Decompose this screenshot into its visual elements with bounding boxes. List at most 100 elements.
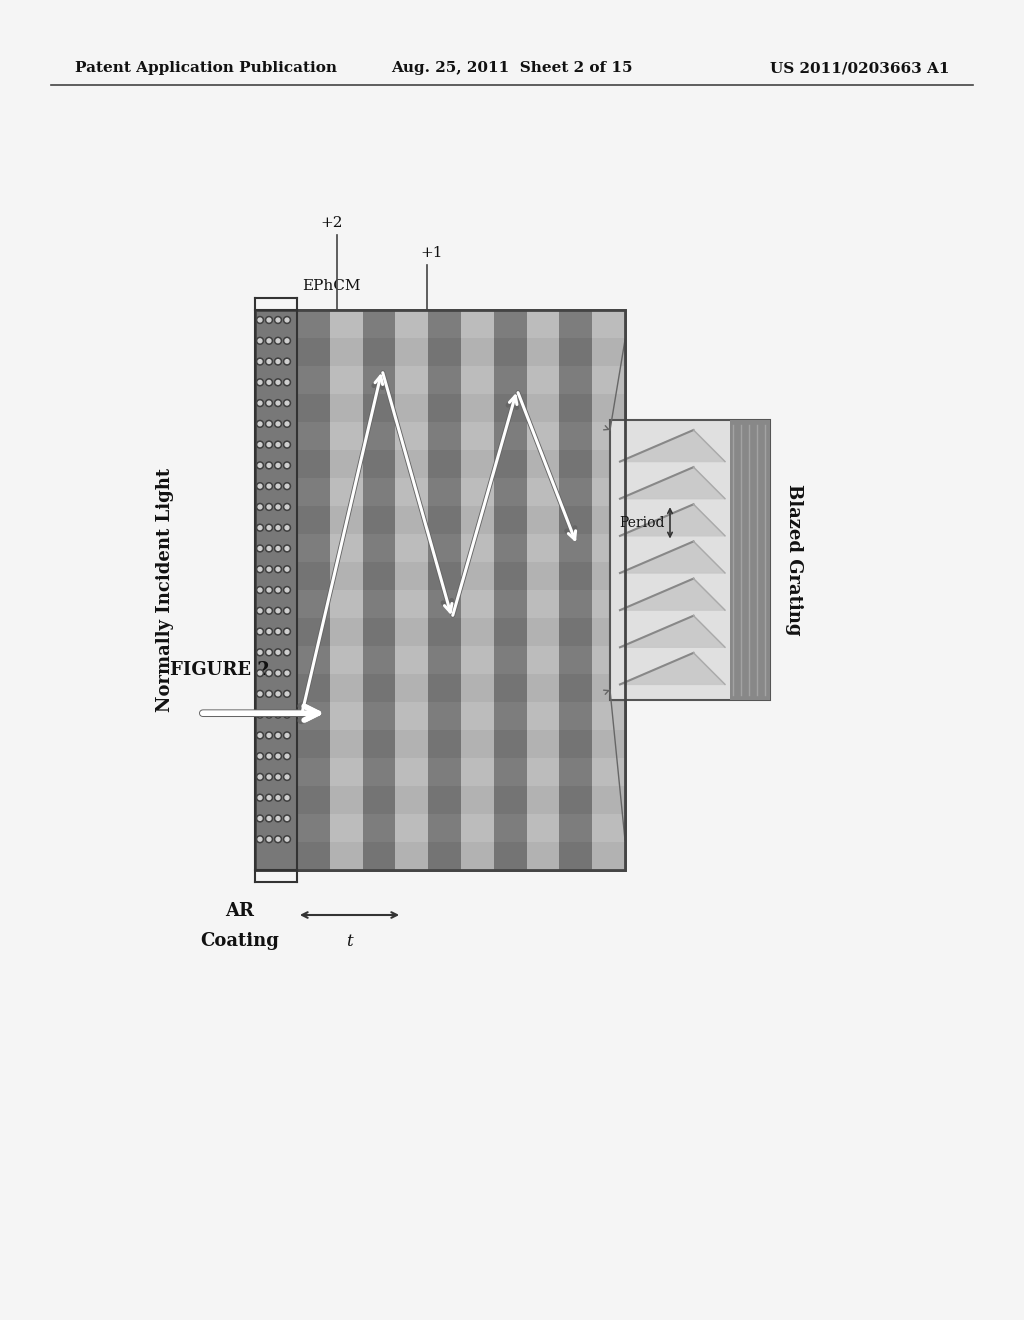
Text: EPhCM: EPhCM xyxy=(302,279,360,293)
Circle shape xyxy=(284,420,291,428)
Circle shape xyxy=(276,796,280,800)
Bar xyxy=(297,506,625,535)
Circle shape xyxy=(265,836,272,842)
Circle shape xyxy=(276,525,280,529)
Bar xyxy=(297,590,625,618)
Bar xyxy=(255,310,297,870)
Circle shape xyxy=(265,379,272,385)
Circle shape xyxy=(267,817,271,821)
Bar xyxy=(297,535,625,562)
Circle shape xyxy=(256,774,263,780)
Circle shape xyxy=(256,731,263,739)
Bar xyxy=(297,393,625,422)
Circle shape xyxy=(285,506,289,508)
Circle shape xyxy=(276,568,280,572)
Bar xyxy=(297,310,625,338)
Text: FIGURE 2: FIGURE 2 xyxy=(170,661,269,678)
Circle shape xyxy=(256,566,263,573)
Circle shape xyxy=(256,669,263,677)
Circle shape xyxy=(284,836,291,842)
Circle shape xyxy=(285,546,289,550)
Circle shape xyxy=(258,546,262,550)
Circle shape xyxy=(274,795,282,801)
Text: Normally Incident Light: Normally Incident Light xyxy=(156,467,174,711)
Circle shape xyxy=(284,669,291,677)
Circle shape xyxy=(284,524,291,531)
Text: t: t xyxy=(346,933,353,950)
Bar xyxy=(730,420,770,700)
Circle shape xyxy=(258,339,262,343)
Circle shape xyxy=(276,651,280,655)
Polygon shape xyxy=(620,467,725,499)
Circle shape xyxy=(284,628,291,635)
Circle shape xyxy=(274,690,282,697)
Polygon shape xyxy=(620,615,725,647)
Circle shape xyxy=(276,630,280,634)
Circle shape xyxy=(267,671,271,675)
Circle shape xyxy=(258,422,262,426)
Circle shape xyxy=(274,628,282,635)
Circle shape xyxy=(285,568,289,572)
Circle shape xyxy=(284,586,291,594)
Circle shape xyxy=(258,734,262,738)
Circle shape xyxy=(265,358,272,366)
Circle shape xyxy=(265,317,272,323)
Circle shape xyxy=(274,669,282,677)
Bar xyxy=(362,310,395,870)
Circle shape xyxy=(276,671,280,675)
Circle shape xyxy=(276,318,280,322)
Circle shape xyxy=(265,524,272,531)
Circle shape xyxy=(258,692,262,696)
Circle shape xyxy=(285,401,289,405)
Circle shape xyxy=(258,713,262,717)
Bar xyxy=(297,366,625,393)
Circle shape xyxy=(265,731,272,739)
Circle shape xyxy=(284,483,291,490)
Circle shape xyxy=(274,566,282,573)
Circle shape xyxy=(267,692,271,696)
Circle shape xyxy=(267,775,271,779)
Circle shape xyxy=(265,462,272,469)
Circle shape xyxy=(274,836,282,842)
Circle shape xyxy=(285,775,289,779)
Circle shape xyxy=(284,607,291,614)
Circle shape xyxy=(256,503,263,511)
Circle shape xyxy=(256,358,263,366)
Circle shape xyxy=(285,713,289,717)
Circle shape xyxy=(265,441,272,447)
Circle shape xyxy=(284,731,291,739)
Circle shape xyxy=(274,586,282,594)
Circle shape xyxy=(267,422,271,426)
Circle shape xyxy=(258,525,262,529)
Bar xyxy=(255,310,625,870)
Circle shape xyxy=(274,711,282,718)
Circle shape xyxy=(265,566,272,573)
Circle shape xyxy=(285,671,289,675)
Circle shape xyxy=(284,649,291,656)
Circle shape xyxy=(258,671,262,675)
Circle shape xyxy=(267,589,271,591)
Circle shape xyxy=(285,609,289,612)
Circle shape xyxy=(284,545,291,552)
Circle shape xyxy=(256,711,263,718)
Circle shape xyxy=(267,484,271,488)
Circle shape xyxy=(265,628,272,635)
Circle shape xyxy=(258,837,262,841)
Circle shape xyxy=(284,400,291,407)
Circle shape xyxy=(274,545,282,552)
Bar xyxy=(610,420,770,700)
Circle shape xyxy=(276,380,280,384)
Bar xyxy=(297,730,625,758)
Circle shape xyxy=(258,442,262,446)
Circle shape xyxy=(267,442,271,446)
Bar xyxy=(330,310,362,870)
Circle shape xyxy=(284,774,291,780)
Bar xyxy=(255,310,297,870)
Bar xyxy=(297,785,625,814)
Circle shape xyxy=(284,358,291,366)
Circle shape xyxy=(267,754,271,758)
Polygon shape xyxy=(620,430,725,462)
Circle shape xyxy=(267,837,271,841)
Circle shape xyxy=(285,817,289,821)
Circle shape xyxy=(265,607,272,614)
